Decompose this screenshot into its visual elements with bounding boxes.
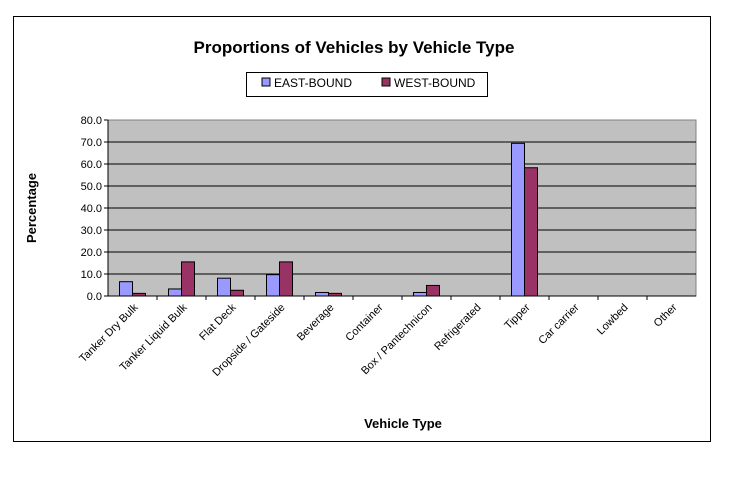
- legend-box: [246, 72, 488, 97]
- y-tick-label: 30.0: [81, 225, 102, 237]
- chart-title: Proportions of Vehicles by Vehicle Type: [194, 38, 515, 57]
- bar-west-bound-flat-deck: [230, 289, 244, 297]
- y-tick-label: 10.0: [81, 269, 102, 281]
- bar-east-bound-flat-deck: [217, 277, 231, 297]
- bar-east-bound-tipper: [511, 142, 525, 297]
- bar-east-bound-box-pantechnicon: [413, 291, 427, 297]
- y-tick-label: 80.0: [81, 115, 102, 127]
- y-tick-label: 60.0: [81, 159, 102, 171]
- y-tick-label: 40.0: [81, 203, 102, 215]
- legend-swatch-east-bound: [261, 77, 271, 87]
- bar-west-bound-tipper: [524, 167, 538, 297]
- y-axis-label: Percentage: [24, 173, 39, 243]
- x-axis-label: Vehicle Type: [364, 416, 442, 431]
- y-tick-label: 50.0: [81, 181, 102, 193]
- gridlines: [108, 141, 696, 275]
- legend-swatch-west-bound: [381, 77, 391, 87]
- bar-west-bound-box-pantechnicon: [426, 284, 440, 297]
- y-tick-label: 20.0: [81, 247, 102, 259]
- legend: EAST-BOUND WEST-BOUND: [246, 72, 488, 97]
- bar-east-bound-tanker-liquid-bulk: [168, 288, 182, 297]
- y-tick-label: 70.0: [81, 137, 102, 149]
- bar-west-bound-dropside-gateside: [279, 261, 293, 297]
- bar-east-bound-beverage: [315, 291, 329, 297]
- bar-west-bound-tanker-liquid-bulk: [181, 261, 195, 297]
- legend-label-west-bound: WEST-BOUND: [394, 76, 476, 90]
- y-tick-label: 0.0: [87, 291, 102, 303]
- legend-label-east-bound: EAST-BOUND: [274, 76, 352, 90]
- y-axis-ticks: 0.0 10.0 20.0 30.0 40.0 50.0 60.0 70.0 80.0: [81, 115, 108, 303]
- bar-east-bound-dropside-gateside: [266, 274, 280, 297]
- bar-east-bound-tanker-dry-bulk: [119, 281, 133, 297]
